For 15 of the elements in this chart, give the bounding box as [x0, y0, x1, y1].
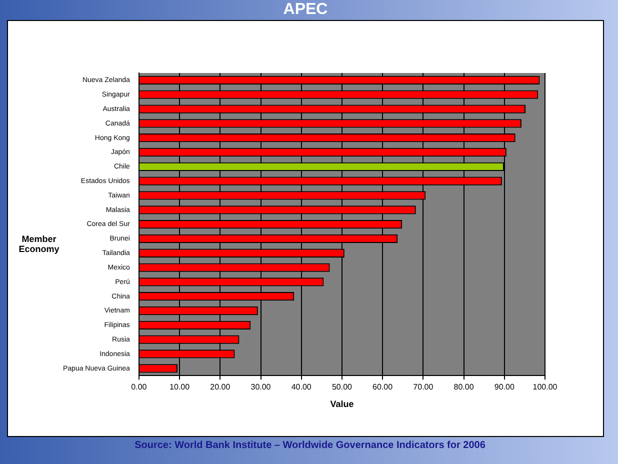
x-tick-label: 30.00: [250, 382, 272, 392]
x-tick-label: 80.00: [454, 382, 474, 392]
x-tick-label: 10.00: [170, 382, 190, 392]
y-axis-title: Member Economy: [18, 234, 60, 254]
x-axis-title: Value: [330, 399, 354, 410]
x-tick-label: 100.00: [532, 382, 558, 392]
x-tick-label: 20.00: [210, 382, 231, 392]
x-tick-label: 60.00: [372, 382, 394, 392]
x-tick-label: 50.00: [332, 382, 353, 392]
x-tick-label: 90.00: [494, 382, 515, 392]
chart-title: APEC: [282, 0, 329, 20]
x-tick-label: 40.00: [291, 382, 312, 392]
x-tick-label: 70.00: [413, 382, 434, 392]
source-note: Source: World Bank Institute – Worldwide Governance Indicators for 2006: [134, 440, 486, 451]
x-tick-label: 0.00: [131, 382, 148, 392]
